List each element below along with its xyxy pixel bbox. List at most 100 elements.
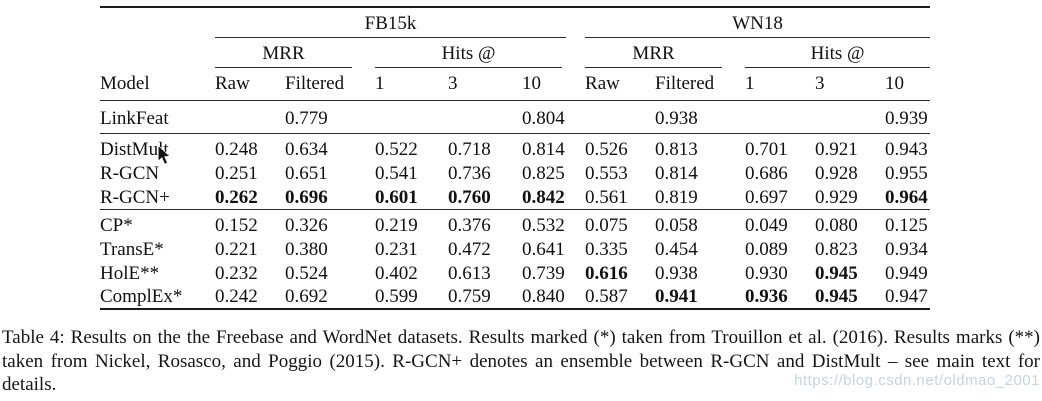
metric-value: 0.587: [585, 286, 656, 310]
metric-value: 0.326: [285, 215, 328, 236]
metric-value: 0.651: [285, 163, 328, 184]
metric-value: 0.928: [815, 163, 858, 184]
model-name: CP*: [100, 215, 133, 236]
group-label-fb15k: FB15k: [215, 13, 567, 38]
col-header-filtered: Filtered: [285, 68, 375, 101]
metric-value: 0.736: [448, 163, 491, 184]
model-name: HolE**: [100, 263, 160, 284]
section-baselines: CP* 0.152 0.326 0.219 0.376 0.532 0.075 0.058 0.…: [100, 210, 931, 310]
table-row-linkfeat: LinkFeat 0.779 0.804 0.938 0.939: [100, 101, 931, 134]
table-row-complex-: ComplEx* 0.242 0.692 0.599 0.759 0.840 0.587 0.…: [100, 286, 931, 310]
metric-value: 0.840: [522, 286, 581, 310]
metric-value: 0.814: [522, 139, 565, 160]
metric-value: 0.152: [215, 215, 258, 236]
metric-value: 0.380: [285, 239, 328, 260]
metric-value: 0.823: [815, 239, 858, 260]
metric-value: 0.701: [745, 139, 788, 160]
metric-value: 0.842: [522, 186, 581, 210]
metric-value: 0.819: [655, 186, 746, 210]
empty-cell: [100, 38, 215, 68]
metric-value: 0.472: [448, 239, 491, 260]
dataset-spanner-row: FB15k WN18: [100, 8, 931, 38]
metric-value: 0.943: [885, 139, 928, 160]
metric-value: [815, 101, 886, 134]
metric-value: 0.232: [215, 263, 258, 284]
metric-value: 0.934: [885, 239, 928, 260]
metric-value: 0.718: [448, 139, 491, 160]
metric-value: 0.075: [585, 215, 628, 236]
metric-value: 0.686: [745, 163, 788, 184]
metric-value: 0.125: [885, 215, 928, 236]
metric-value: 0.454: [655, 239, 698, 260]
table-row-cp-: CP* 0.152 0.326 0.219 0.376 0.532 0.075 0.058 0.…: [100, 210, 930, 238]
model-name: R-GCN: [100, 163, 160, 184]
metric-value: 0.262: [215, 186, 285, 210]
metric-value: 0.804: [522, 101, 581, 134]
table-row-distmult: DistMult 0.248 0.634 0.522 0.718 0.814 0.526 0.…: [100, 134, 930, 162]
subgroup-label-mrr-fb: MRR: [215, 43, 352, 68]
col-header-3: 3: [448, 68, 522, 101]
table-row-transe-: TransE* 0.221 0.380 0.231 0.472 0.641 0.335 0.4…: [100, 238, 930, 262]
metric-value: 0.219: [375, 215, 418, 236]
col-header-1: 1: [375, 68, 448, 101]
table-row-r-gcn: R-GCN 0.251 0.651 0.541 0.736 0.825 0.553 0.814…: [100, 162, 930, 186]
mouse-cursor-icon: [157, 145, 171, 165]
col-header-filtered: Filtered: [655, 68, 746, 101]
subgroup-cell-mrr-fb: MRR: [215, 38, 375, 68]
model-name: ComplEx*: [100, 286, 215, 310]
metric-value: [215, 101, 285, 134]
metric-value: 0.634: [285, 139, 328, 160]
metric-spanner-row: MRR Hits @ MRR Hits @: [100, 38, 931, 68]
metric-value: 0.376: [448, 215, 491, 236]
metric-value: [375, 101, 448, 134]
subgroup-cell-mrr-wn: MRR: [585, 38, 745, 68]
metric-value: 0.921: [815, 139, 858, 160]
metric-value: 0.955: [885, 163, 928, 184]
metric-value: 0.049: [745, 215, 788, 236]
metric-value: 0.524: [285, 263, 328, 284]
metric-value: 0.964: [885, 186, 931, 210]
col-header-3: 3: [815, 68, 886, 101]
col-header-raw: Raw: [215, 68, 285, 101]
metric-value: 0.231: [375, 239, 418, 260]
column-header-row: Model Raw Filtered 1 3 10 Raw Filtered 1 3 10: [100, 68, 931, 101]
metric-value: 0.561: [585, 186, 656, 210]
metric-value: 0.601: [375, 186, 448, 210]
metric-value: 0.696: [285, 186, 375, 210]
model-name: R-GCN+: [100, 186, 215, 210]
metric-value: 0.929: [815, 186, 886, 210]
metric-value: 0.613: [448, 263, 491, 284]
empty-cell: [100, 8, 215, 38]
model-name: LinkFeat: [100, 101, 215, 134]
metric-value: 0.759: [448, 286, 522, 310]
metric-value: 0.945: [815, 263, 858, 284]
column-gap: [580, 68, 586, 101]
metric-value: 0.779: [285, 101, 375, 134]
metric-value: 0.739: [522, 263, 565, 284]
metric-value: 0.541: [375, 163, 418, 184]
metric-value: 0.526: [585, 139, 628, 160]
metric-value: 0.930: [745, 263, 788, 284]
metric-value: 0.335: [585, 239, 628, 260]
metric-value: 0.242: [215, 286, 285, 310]
metric-value: 0.616: [585, 263, 628, 284]
metric-value: 0.402: [375, 263, 418, 284]
subgroup-label-hits-fb: Hits @: [375, 43, 563, 68]
col-header-model: Model: [100, 68, 215, 101]
column-gap: [580, 286, 586, 310]
metric-value: 0.936: [745, 286, 816, 310]
table-caption: Table 4: Results on the the Freebase and…: [2, 327, 1040, 395]
section-rgcn: DistMult 0.248 0.634 0.522 0.718 0.814 0.526 0.…: [100, 134, 931, 210]
col-header-10: 10: [885, 68, 931, 101]
metric-value: 0.939: [885, 101, 931, 134]
col-header-1: 1: [745, 68, 816, 101]
subgroup-cell-hits-wn: Hits @: [745, 38, 931, 68]
watermark-url: https://blog.csdn.net/oldmao_2001: [794, 372, 1040, 389]
metric-value: 0.760: [448, 186, 522, 210]
metric-value: 0.532: [522, 215, 565, 236]
metric-value: 0.221: [215, 239, 258, 260]
metric-value: 0.692: [285, 286, 375, 310]
metric-value: 0.641: [522, 239, 565, 260]
subgroup-label-hits-wn: Hits @: [745, 43, 931, 68]
